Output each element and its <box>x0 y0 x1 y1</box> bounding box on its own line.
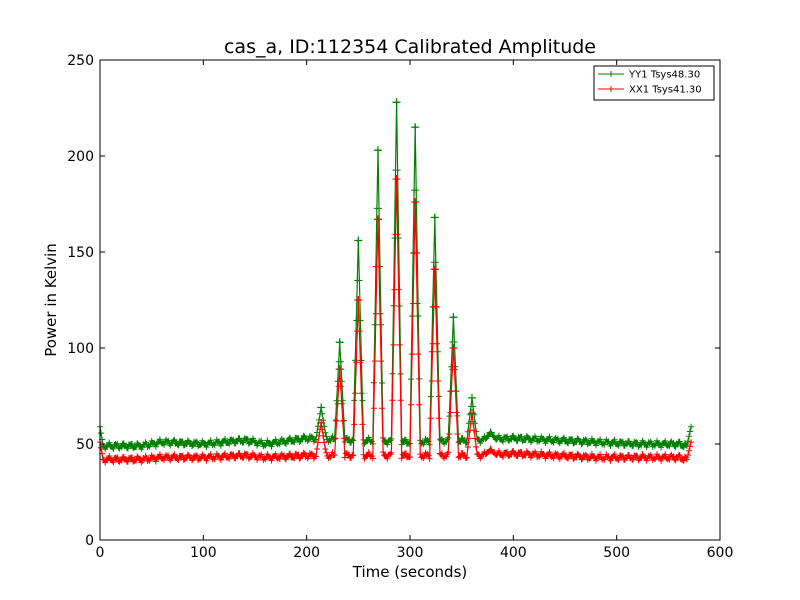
peak-point <box>392 175 401 184</box>
legend: YY1 Tsys48.30 XX1 Tsys41.30 <box>593 65 715 101</box>
legend-label: YY1 Tsys48.30 <box>628 70 700 81</box>
legend-marker <box>608 86 614 92</box>
peak-point <box>373 146 382 155</box>
legend-label: XX1 Tsys41.30 <box>629 85 702 96</box>
y-tick-label: 200 <box>67 149 94 165</box>
peak-point <box>335 338 344 347</box>
y-axis-label: Power in Kelvin <box>42 243 60 357</box>
x-tick-label: 400 <box>500 545 527 561</box>
plot-area <box>100 60 720 540</box>
x-tick-label: 500 <box>603 545 630 561</box>
peak-point <box>354 236 363 245</box>
y-tick-label: 100 <box>67 341 94 357</box>
x-tick-label: 200 <box>293 545 320 561</box>
legend-box <box>593 65 715 101</box>
peak-point <box>430 265 439 274</box>
x-tick-label: 300 <box>397 545 424 561</box>
chart-title: cas_a, ID:112354 Calibrated Amplitude <box>224 36 596 58</box>
peak-point <box>411 123 420 132</box>
x-axis-label: Time (seconds) <box>352 563 468 581</box>
peak-point <box>486 445 495 454</box>
peak-point <box>468 409 476 418</box>
peak-point <box>317 403 326 412</box>
x-tick-label: 0 <box>96 545 105 561</box>
y-tick-label: 50 <box>76 437 94 453</box>
y-tick-label: 250 <box>67 53 94 69</box>
peak-point <box>335 365 344 374</box>
peak-point <box>486 428 495 437</box>
legend-marker <box>608 71 614 77</box>
peak-point <box>430 213 439 222</box>
x-tick-label: 100 <box>190 545 217 561</box>
peak-point <box>373 215 382 224</box>
peak-point <box>317 418 326 427</box>
peak-point <box>354 296 363 304</box>
y-tick-label: 150 <box>67 245 94 261</box>
peak-point <box>449 344 458 352</box>
peak-point <box>411 198 420 207</box>
series-layer <box>97 98 695 466</box>
y-axis: 0 50 100 150 200 250 <box>67 53 720 549</box>
legend-entry: XX1 Tsys41.30 <box>598 85 702 96</box>
legend-entry: YY1 Tsys48.30 <box>598 70 700 81</box>
peak-point <box>392 98 401 107</box>
x-tick-label: 600 <box>707 545 734 561</box>
peak-point <box>449 313 458 322</box>
series-1 <box>97 175 695 466</box>
x-axis: 0 100 200 300 400 500 600 <box>96 60 734 561</box>
y-tick-label: 0 <box>85 533 94 549</box>
peak-point <box>468 393 476 402</box>
